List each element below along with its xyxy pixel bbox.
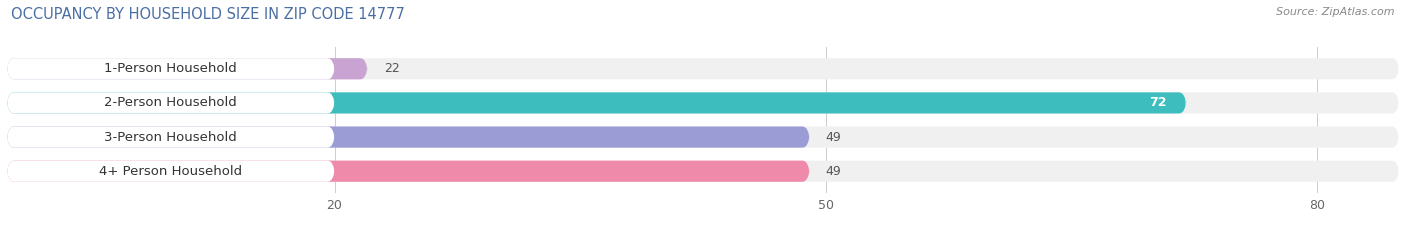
FancyBboxPatch shape: [7, 127, 335, 148]
FancyBboxPatch shape: [7, 92, 1399, 113]
FancyBboxPatch shape: [7, 58, 1399, 79]
FancyBboxPatch shape: [7, 58, 367, 79]
Text: 1-Person Household: 1-Person Household: [104, 62, 238, 75]
Text: Source: ZipAtlas.com: Source: ZipAtlas.com: [1277, 7, 1395, 17]
FancyBboxPatch shape: [7, 161, 810, 182]
FancyBboxPatch shape: [7, 127, 1399, 148]
FancyBboxPatch shape: [7, 92, 1187, 113]
FancyBboxPatch shape: [7, 58, 335, 79]
Text: 49: 49: [825, 165, 842, 178]
Text: 2-Person Household: 2-Person Household: [104, 96, 238, 110]
Text: 49: 49: [825, 130, 842, 144]
Text: 22: 22: [384, 62, 399, 75]
Text: 4+ Person Household: 4+ Person Household: [100, 165, 242, 178]
FancyBboxPatch shape: [7, 161, 1399, 182]
FancyBboxPatch shape: [7, 127, 810, 148]
Text: OCCUPANCY BY HOUSEHOLD SIZE IN ZIP CODE 14777: OCCUPANCY BY HOUSEHOLD SIZE IN ZIP CODE …: [11, 7, 405, 22]
FancyBboxPatch shape: [7, 161, 335, 182]
Text: 3-Person Household: 3-Person Household: [104, 130, 238, 144]
Text: 72: 72: [1149, 96, 1167, 110]
FancyBboxPatch shape: [7, 92, 335, 113]
